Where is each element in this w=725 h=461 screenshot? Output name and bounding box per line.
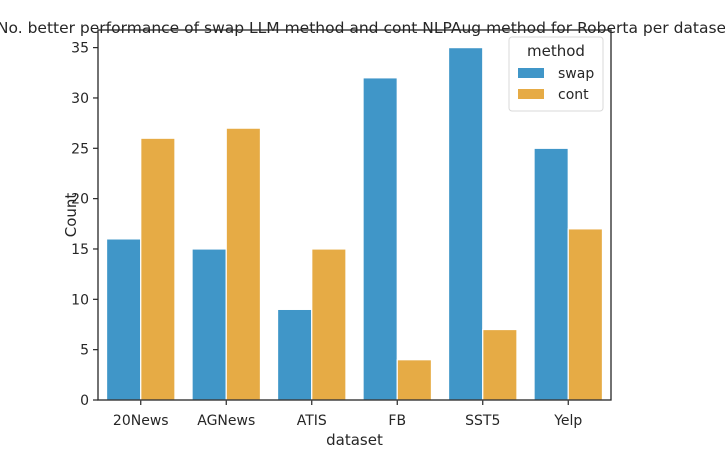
y-tick-label: 35: [71, 41, 89, 57]
legend-swatch-cont: [518, 89, 544, 99]
x-tick-label: FB: [388, 413, 406, 429]
y-tick-label: 30: [71, 91, 89, 107]
y-tick-label: 20: [71, 192, 89, 208]
x-tick-label: SST5: [465, 413, 500, 429]
x-axis-label: dataset: [326, 431, 383, 449]
x-tick-label: 20News: [113, 413, 169, 429]
x-tick-label: ATIS: [297, 413, 327, 429]
legend-label-cont: cont: [558, 87, 589, 103]
legend-title: method: [527, 42, 585, 60]
bar-swap-atis: [276, 308, 313, 401]
bar-swap-20news: [105, 238, 142, 401]
y-tick-label: 5: [80, 343, 89, 359]
bar-cont-sst5: [482, 328, 518, 401]
x-tick-label: Yelp: [553, 413, 582, 429]
x-tick-label: AGNews: [197, 413, 255, 429]
bar-cont-atis: [311, 248, 347, 401]
bar-cont-fb: [396, 359, 433, 401]
y-tick-label: 25: [71, 141, 89, 157]
bar-swap-fb: [362, 77, 398, 401]
legend: method swap cont: [508, 36, 604, 112]
bar-cont-agnews: [225, 127, 262, 401]
bar-swap-sst5: [447, 47, 484, 401]
axes-frame: [97, 29, 612, 401]
x-axis-ticks: 20News AGNews ATIS FB SST5 Yelp: [113, 400, 582, 429]
bar-swap-agnews: [191, 248, 227, 401]
chart-title: No. better performance of swap LLM metho…: [0, 19, 725, 37]
y-axis-label: Count: [62, 193, 80, 238]
legend-swatch-swap: [518, 68, 544, 78]
bar-swap-yelp: [533, 147, 569, 401]
y-axis-ticks: 0 5 10 15 20 25 30 35: [71, 41, 98, 409]
y-tick-label: 15: [71, 242, 89, 258]
bars: [105, 47, 604, 401]
bar-cont-20news: [140, 137, 176, 401]
y-tick-label: 10: [71, 292, 89, 308]
legend-label-swap: swap: [558, 66, 594, 82]
bar-cont-yelp: [567, 228, 604, 401]
y-tick-label: 0: [80, 393, 89, 409]
legend-items: swap cont: [518, 66, 594, 103]
